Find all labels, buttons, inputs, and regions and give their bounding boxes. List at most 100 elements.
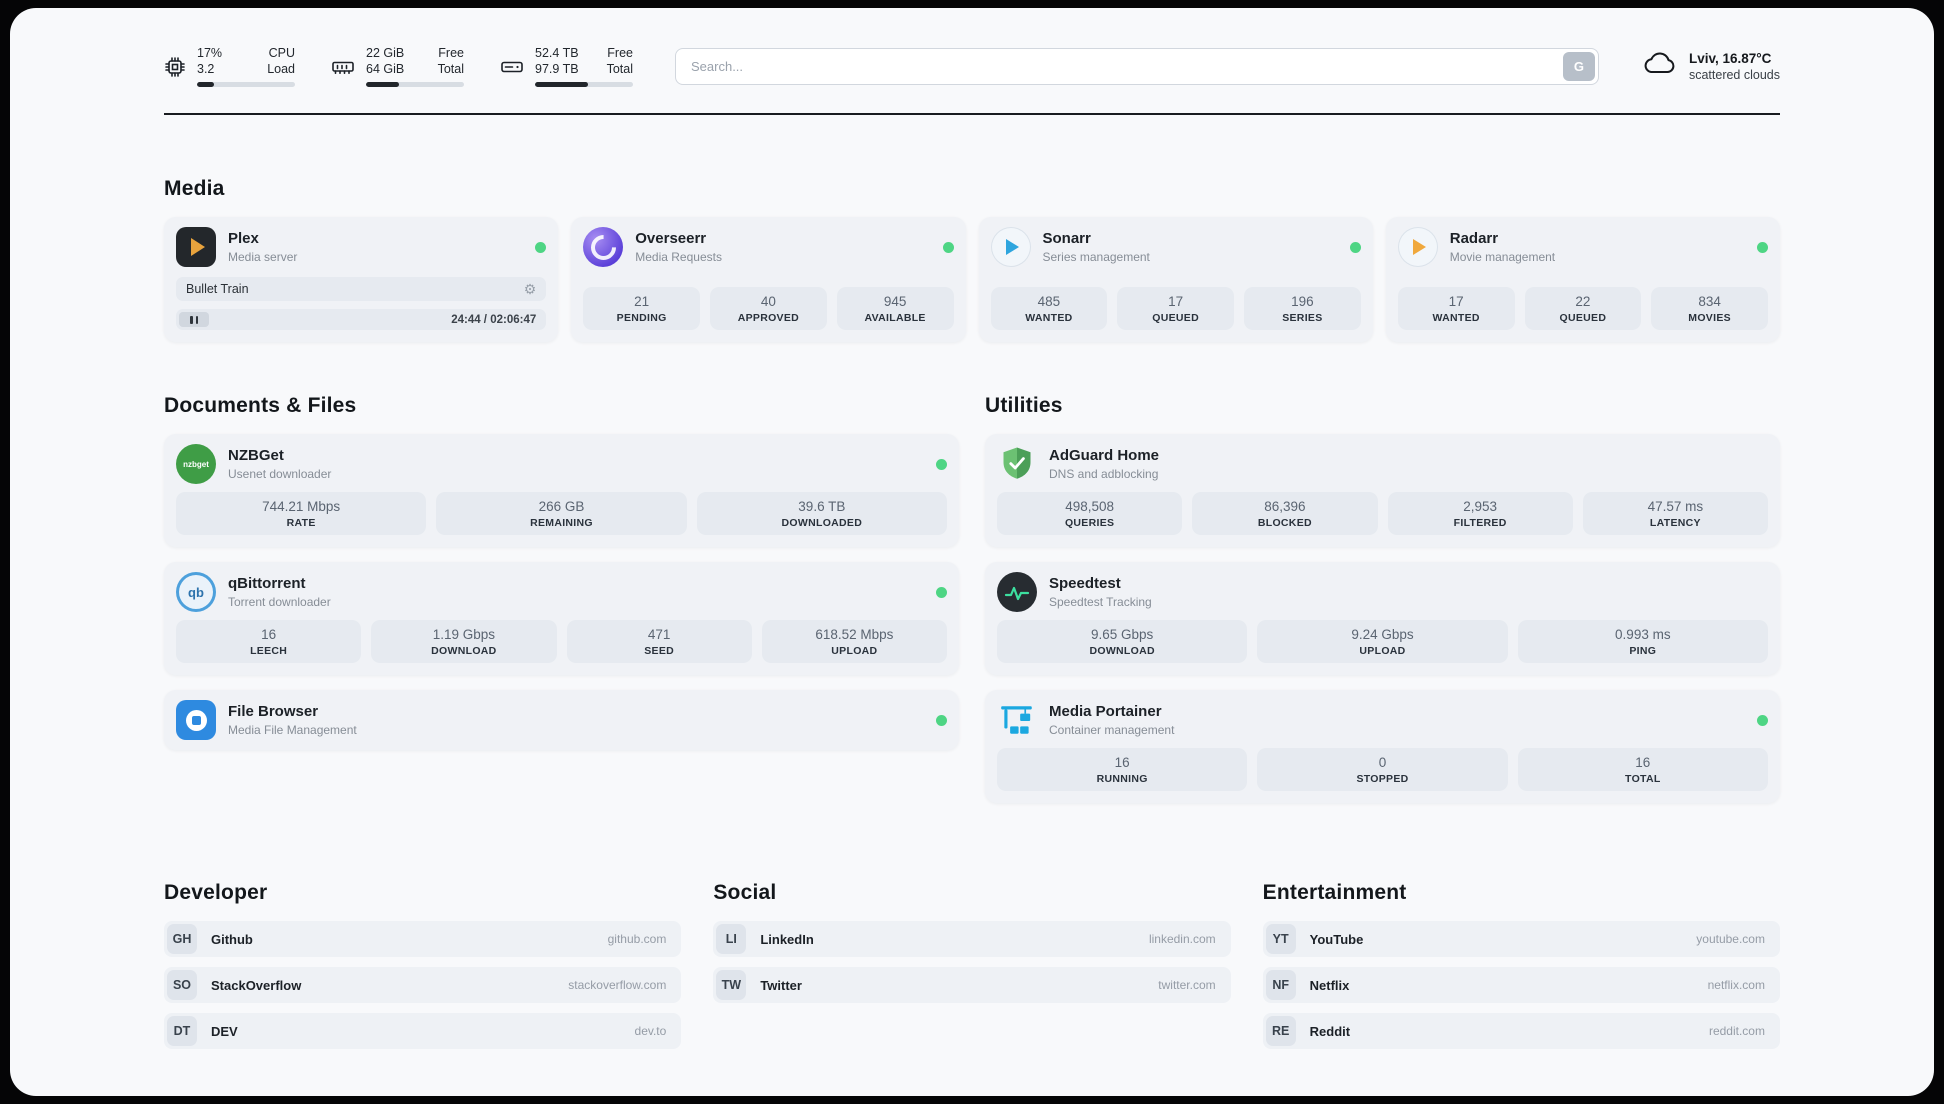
bookmark-twitter[interactable]: TW Twitter twitter.com bbox=[713, 967, 1231, 1003]
stat-value: 17 bbox=[1448, 294, 1464, 309]
status-dot bbox=[936, 714, 947, 726]
stat-tile: 47.57 ms LATENCY bbox=[1582, 492, 1768, 535]
app-title: Radarr bbox=[1449, 230, 1499, 247]
status-dot bbox=[535, 241, 547, 253]
stat-value: 9.24 Gbps bbox=[1351, 627, 1414, 642]
stat-value: 945 bbox=[883, 294, 907, 309]
plex-card[interactable]: Plex Media server Bullet Train ⚙ 24:44 /… bbox=[164, 217, 559, 342]
speedtest-icon bbox=[997, 572, 1037, 612]
playback-time: 24:44 / 02:06:47 bbox=[451, 313, 537, 326]
stat-tile: 471 SEED bbox=[566, 620, 752, 663]
status-dot bbox=[1757, 241, 1768, 253]
bookmark-name: YouTube bbox=[1309, 931, 1364, 947]
radarr-card[interactable]: Radarr Movie management 17 WANTED 22 QUE… bbox=[1385, 217, 1780, 342]
search-input[interactable] bbox=[675, 48, 1599, 85]
bookmark-linkedin[interactable]: LI LinkedIn linkedin.com bbox=[713, 921, 1231, 957]
bookmark-url: stackoverflow.com bbox=[568, 978, 667, 992]
stat-tile: 21 PENDING bbox=[583, 287, 700, 330]
stat-value: 266 GB bbox=[538, 499, 585, 514]
app-subtitle: Media File Management bbox=[228, 723, 357, 737]
stat-value: 618.52 Mbps bbox=[815, 627, 894, 642]
qbittorrent-card[interactable]: qb qBittorrent Torrent downloader 16 LEE… bbox=[164, 562, 959, 675]
memory-widget: 22 GiB 64 GiB Free Total bbox=[331, 46, 464, 87]
gear-icon[interactable]: ⚙ bbox=[523, 281, 537, 297]
dashboard-window: 17% 3.2 CPU Load bbox=[10, 8, 1934, 1096]
stat-label: BLOCKED bbox=[1257, 517, 1312, 529]
stat-label: TOTAL bbox=[1625, 773, 1661, 785]
stat-tile: 498,508 QUERIES bbox=[997, 492, 1183, 535]
cpu-load-label: Load bbox=[267, 62, 295, 76]
adguard-icon bbox=[997, 444, 1037, 484]
bookmark-dev[interactable]: DT DEV dev.to bbox=[164, 1013, 682, 1049]
bookmark-name: Netflix bbox=[1309, 977, 1350, 993]
stat-tile: 0 STOPPED bbox=[1257, 748, 1508, 791]
stat-label: LEECH bbox=[250, 645, 288, 657]
app-subtitle: Media server bbox=[228, 250, 298, 264]
stat-value: 744.21 Mbps bbox=[262, 499, 341, 514]
stat-label: REMAINING bbox=[530, 517, 593, 529]
sonarr-card[interactable]: Sonarr Series management 485 WANTED 17 Q… bbox=[978, 217, 1373, 342]
now-playing-title: Bullet Train bbox=[186, 282, 249, 296]
search-engine-button[interactable]: G bbox=[1562, 52, 1595, 81]
speedtest-card[interactable]: Speedtest Speedtest Tracking 9.65 Gbps D… bbox=[985, 562, 1780, 675]
stat-value: 21 bbox=[634, 294, 650, 309]
status-dot bbox=[936, 458, 947, 470]
portainer-card[interactable]: Media Portainer Container management 16 … bbox=[985, 690, 1780, 803]
status-dot bbox=[1757, 714, 1768, 726]
stat-label: QUEUED bbox=[1559, 312, 1607, 324]
bookmark-netflix[interactable]: NF Netflix netflix.com bbox=[1262, 967, 1780, 1003]
app-subtitle: DNS and adblocking bbox=[1049, 467, 1159, 481]
disk-total-value: 97.9 TB bbox=[535, 62, 579, 76]
status-dot bbox=[1349, 241, 1361, 253]
stat-value: 17 bbox=[1168, 294, 1184, 309]
app-subtitle: Series management bbox=[1042, 250, 1150, 264]
memory-free-value: 22 GiB bbox=[366, 46, 405, 60]
bookmark-name: Github bbox=[211, 931, 253, 947]
app-title: Sonarr bbox=[1042, 230, 1091, 247]
cpu-icon bbox=[164, 56, 186, 78]
playback-progress-row[interactable]: 24:44 / 02:06:47 bbox=[176, 309, 547, 330]
overseerr-card[interactable]: Overseerr Media Requests 21 PENDING 40 A… bbox=[571, 217, 966, 342]
stat-label: SERIES bbox=[1282, 312, 1323, 324]
stat-label: RUNNING bbox=[1096, 773, 1148, 785]
bookmark-url: dev.to bbox=[634, 1024, 667, 1038]
stat-value: 471 bbox=[647, 627, 671, 642]
bookmark-github[interactable]: GH Github github.com bbox=[164, 921, 682, 957]
app-subtitle: Torrent downloader bbox=[228, 595, 331, 609]
nzbget-card[interactable]: nzbget NZBGet Usenet downloader 744.21 M… bbox=[164, 434, 959, 547]
app-subtitle: Speedtest Tracking bbox=[1049, 595, 1152, 609]
app-title: Overseerr bbox=[635, 230, 707, 247]
stat-label: UPLOAD bbox=[831, 645, 878, 657]
pause-icon[interactable] bbox=[179, 312, 209, 327]
bookmark-url: youtube.com bbox=[1696, 932, 1765, 946]
bookmark-badge: RE bbox=[1265, 1016, 1296, 1046]
disk-progress-bar bbox=[535, 82, 633, 87]
app-title: AdGuard Home bbox=[1049, 447, 1160, 464]
stat-tile: 16 TOTAL bbox=[1517, 748, 1768, 791]
stat-value: 834 bbox=[1698, 294, 1721, 309]
adguard-card[interactable]: AdGuard Home DNS and adblocking 498,508 … bbox=[985, 434, 1780, 547]
bookmark-youtube[interactable]: YT YouTube youtube.com bbox=[1262, 921, 1780, 957]
filebrowser-card[interactable]: File Browser Media File Management bbox=[164, 690, 959, 750]
bookmark-badge: YT bbox=[1265, 924, 1296, 954]
stat-label: DOWNLOADED bbox=[781, 517, 863, 529]
plex-icon bbox=[176, 227, 216, 267]
cloud-icon bbox=[1641, 50, 1679, 83]
stat-label: FILTERED bbox=[1453, 517, 1507, 529]
stat-value: 16 bbox=[1114, 755, 1130, 770]
stat-tile: 2,953 FILTERED bbox=[1387, 492, 1573, 535]
app-subtitle: Container management bbox=[1049, 723, 1175, 737]
bookmark-reddit[interactable]: RE Reddit reddit.com bbox=[1262, 1013, 1780, 1049]
stat-tile: 266 GB REMAINING bbox=[436, 492, 687, 535]
stat-tile: 39.6 TB DOWNLOADED bbox=[696, 492, 947, 535]
stat-tile: 0.993 ms PING bbox=[1517, 620, 1768, 663]
utilities-section: Utilities bbox=[985, 394, 1780, 803]
stat-tile: 1.19 Gbps DOWNLOAD bbox=[371, 620, 557, 663]
documents-section: Documents & Files nzbget NZBGet Usenet d… bbox=[164, 394, 959, 803]
app-subtitle: Movie management bbox=[1449, 250, 1556, 264]
bookmark-name: Reddit bbox=[1309, 1023, 1351, 1039]
bookmark-url: github.com bbox=[607, 932, 667, 946]
bookmark-stackoverflow[interactable]: SO StackOverflow stackoverflow.com bbox=[164, 967, 682, 1003]
stat-value: 485 bbox=[1037, 294, 1061, 309]
stat-value: 16 bbox=[1635, 755, 1651, 770]
